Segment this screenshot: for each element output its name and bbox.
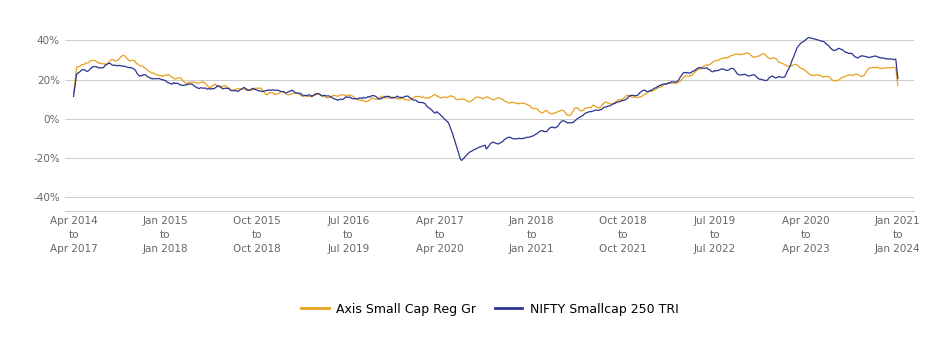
Legend: Axis Small Cap Reg Gr, NIFTY Smallcap 250 TRI: Axis Small Cap Reg Gr, NIFTY Smallcap 25… xyxy=(296,298,684,321)
